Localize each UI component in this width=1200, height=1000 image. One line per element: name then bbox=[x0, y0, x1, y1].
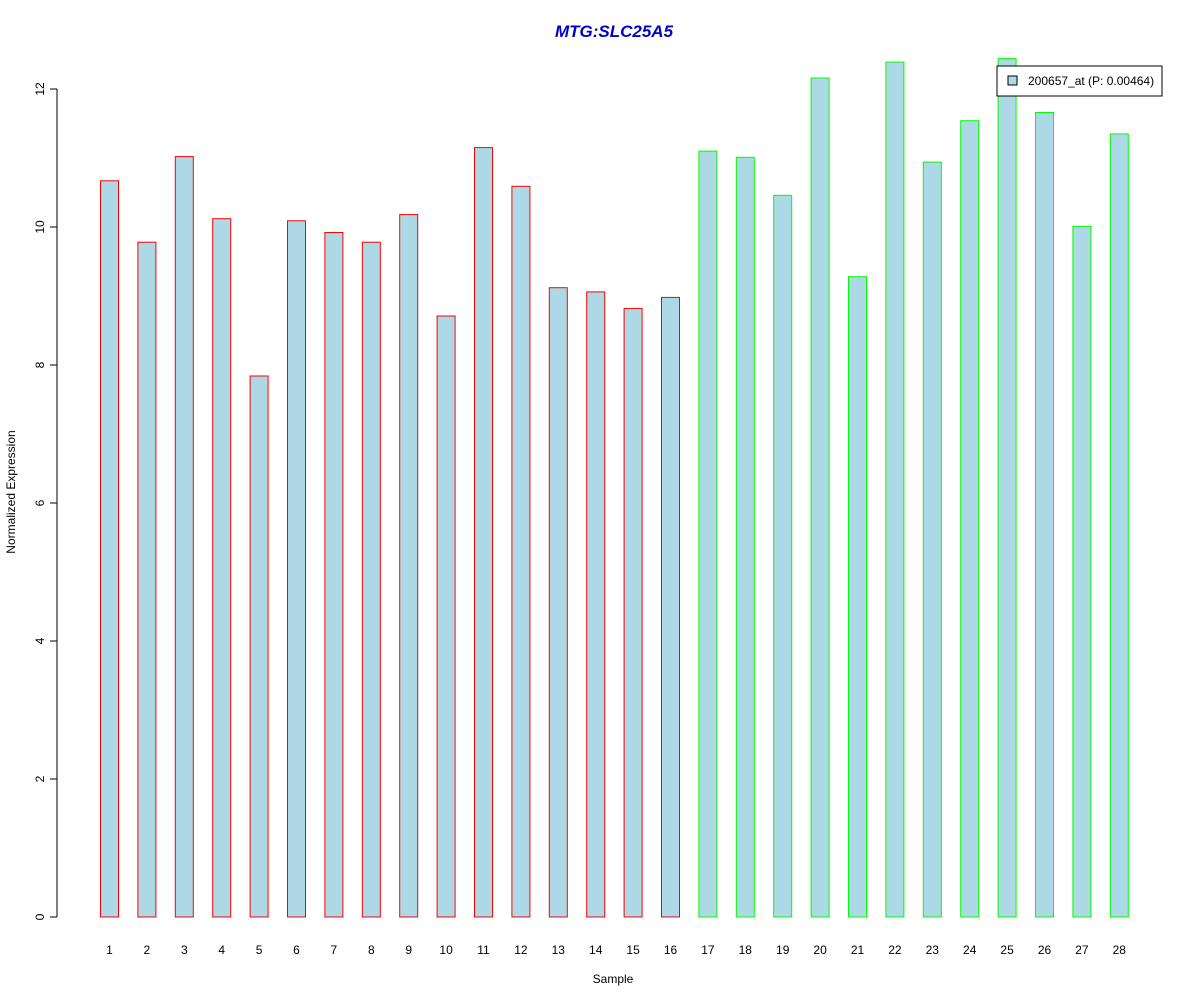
x-tick-label: 23 bbox=[926, 943, 940, 957]
x-axis-label: Sample bbox=[593, 972, 634, 986]
y-tick-label: 12 bbox=[33, 82, 47, 96]
bar bbox=[960, 120, 980, 918]
x-tick-label: 13 bbox=[552, 943, 566, 957]
bars bbox=[100, 58, 1129, 918]
x-tick-label: 3 bbox=[181, 943, 188, 957]
x-tick-label: 22 bbox=[888, 943, 902, 957]
x-tick-label: 12 bbox=[514, 943, 528, 957]
y-axis: 0 2 4 6 8 10 12 bbox=[33, 82, 58, 920]
legend-swatch bbox=[1007, 75, 1018, 86]
x-tick-label: 28 bbox=[1113, 943, 1127, 957]
bar bbox=[1072, 225, 1092, 918]
x-tick-label: 14 bbox=[589, 943, 603, 957]
x-tick-label: 18 bbox=[739, 943, 753, 957]
bar bbox=[922, 161, 942, 918]
bar bbox=[698, 150, 718, 918]
legend: 200657_at (P: 0.00464) bbox=[996, 65, 1163, 97]
bar bbox=[174, 156, 194, 918]
bar bbox=[661, 296, 680, 918]
x-tick-label: 4 bbox=[218, 943, 225, 957]
x-tick-label: 6 bbox=[293, 943, 300, 957]
bar bbox=[586, 291, 606, 918]
bar bbox=[100, 180, 119, 918]
bar bbox=[287, 220, 306, 918]
x-tick-label: 1 bbox=[106, 943, 113, 957]
bar bbox=[885, 61, 905, 918]
x-tick-label: 15 bbox=[626, 943, 640, 957]
x-tick-label: 10 bbox=[439, 943, 453, 957]
bar bbox=[249, 375, 269, 918]
y-tick-label: 0 bbox=[33, 913, 47, 920]
bar bbox=[399, 214, 419, 918]
bar bbox=[511, 185, 531, 918]
y-tick-label: 10 bbox=[33, 220, 47, 234]
bar bbox=[848, 276, 867, 918]
bar bbox=[474, 147, 493, 918]
bar bbox=[810, 77, 830, 918]
x-tick-label: 27 bbox=[1075, 943, 1089, 957]
bar bbox=[361, 241, 381, 918]
x-tick-label: 11 bbox=[477, 943, 490, 957]
x-tick-label: 26 bbox=[1038, 943, 1052, 957]
bar bbox=[324, 232, 344, 918]
legend-label: 200657_at (P: 0.00464) bbox=[1028, 74, 1154, 88]
x-tick-label: 8 bbox=[368, 943, 375, 957]
bar bbox=[773, 194, 793, 918]
x-tick-labels: 1 2 3 4 5 6 7 8 9 10 11 12 13 14 15 16 17 18 19 20 21 22 23 24 2… bbox=[106, 943, 1126, 957]
bar bbox=[137, 241, 157, 918]
y-tick-label: 8 bbox=[33, 361, 47, 368]
x-tick-label: 19 bbox=[776, 943, 790, 957]
x-tick-label: 20 bbox=[813, 943, 827, 957]
bar bbox=[436, 315, 456, 918]
x-tick-label: 17 bbox=[701, 943, 715, 957]
x-tick-label: 16 bbox=[664, 943, 678, 957]
x-tick-label: 21 bbox=[851, 943, 865, 957]
x-tick-label: 7 bbox=[331, 943, 338, 957]
x-tick-label: 9 bbox=[405, 943, 412, 957]
x-tick-label: 24 bbox=[963, 943, 977, 957]
x-tick-label: 5 bbox=[256, 943, 263, 957]
bar bbox=[548, 287, 568, 918]
y-tick-label: 2 bbox=[33, 775, 47, 782]
x-tick-label: 2 bbox=[144, 943, 151, 957]
bar bbox=[623, 307, 643, 918]
bar bbox=[1109, 133, 1129, 918]
y-axis-label: Normalized Expression bbox=[4, 430, 18, 553]
bar bbox=[997, 58, 1017, 918]
bar bbox=[1035, 112, 1054, 918]
y-tick-label: 4 bbox=[33, 637, 47, 644]
bar bbox=[735, 156, 755, 918]
bar bbox=[212, 218, 232, 918]
x-tick-label: 25 bbox=[1000, 943, 1014, 957]
chart-title: MTG:SLC25A5 bbox=[555, 22, 674, 41]
legend-box bbox=[996, 65, 1163, 97]
y-tick-label: 6 bbox=[33, 499, 47, 506]
